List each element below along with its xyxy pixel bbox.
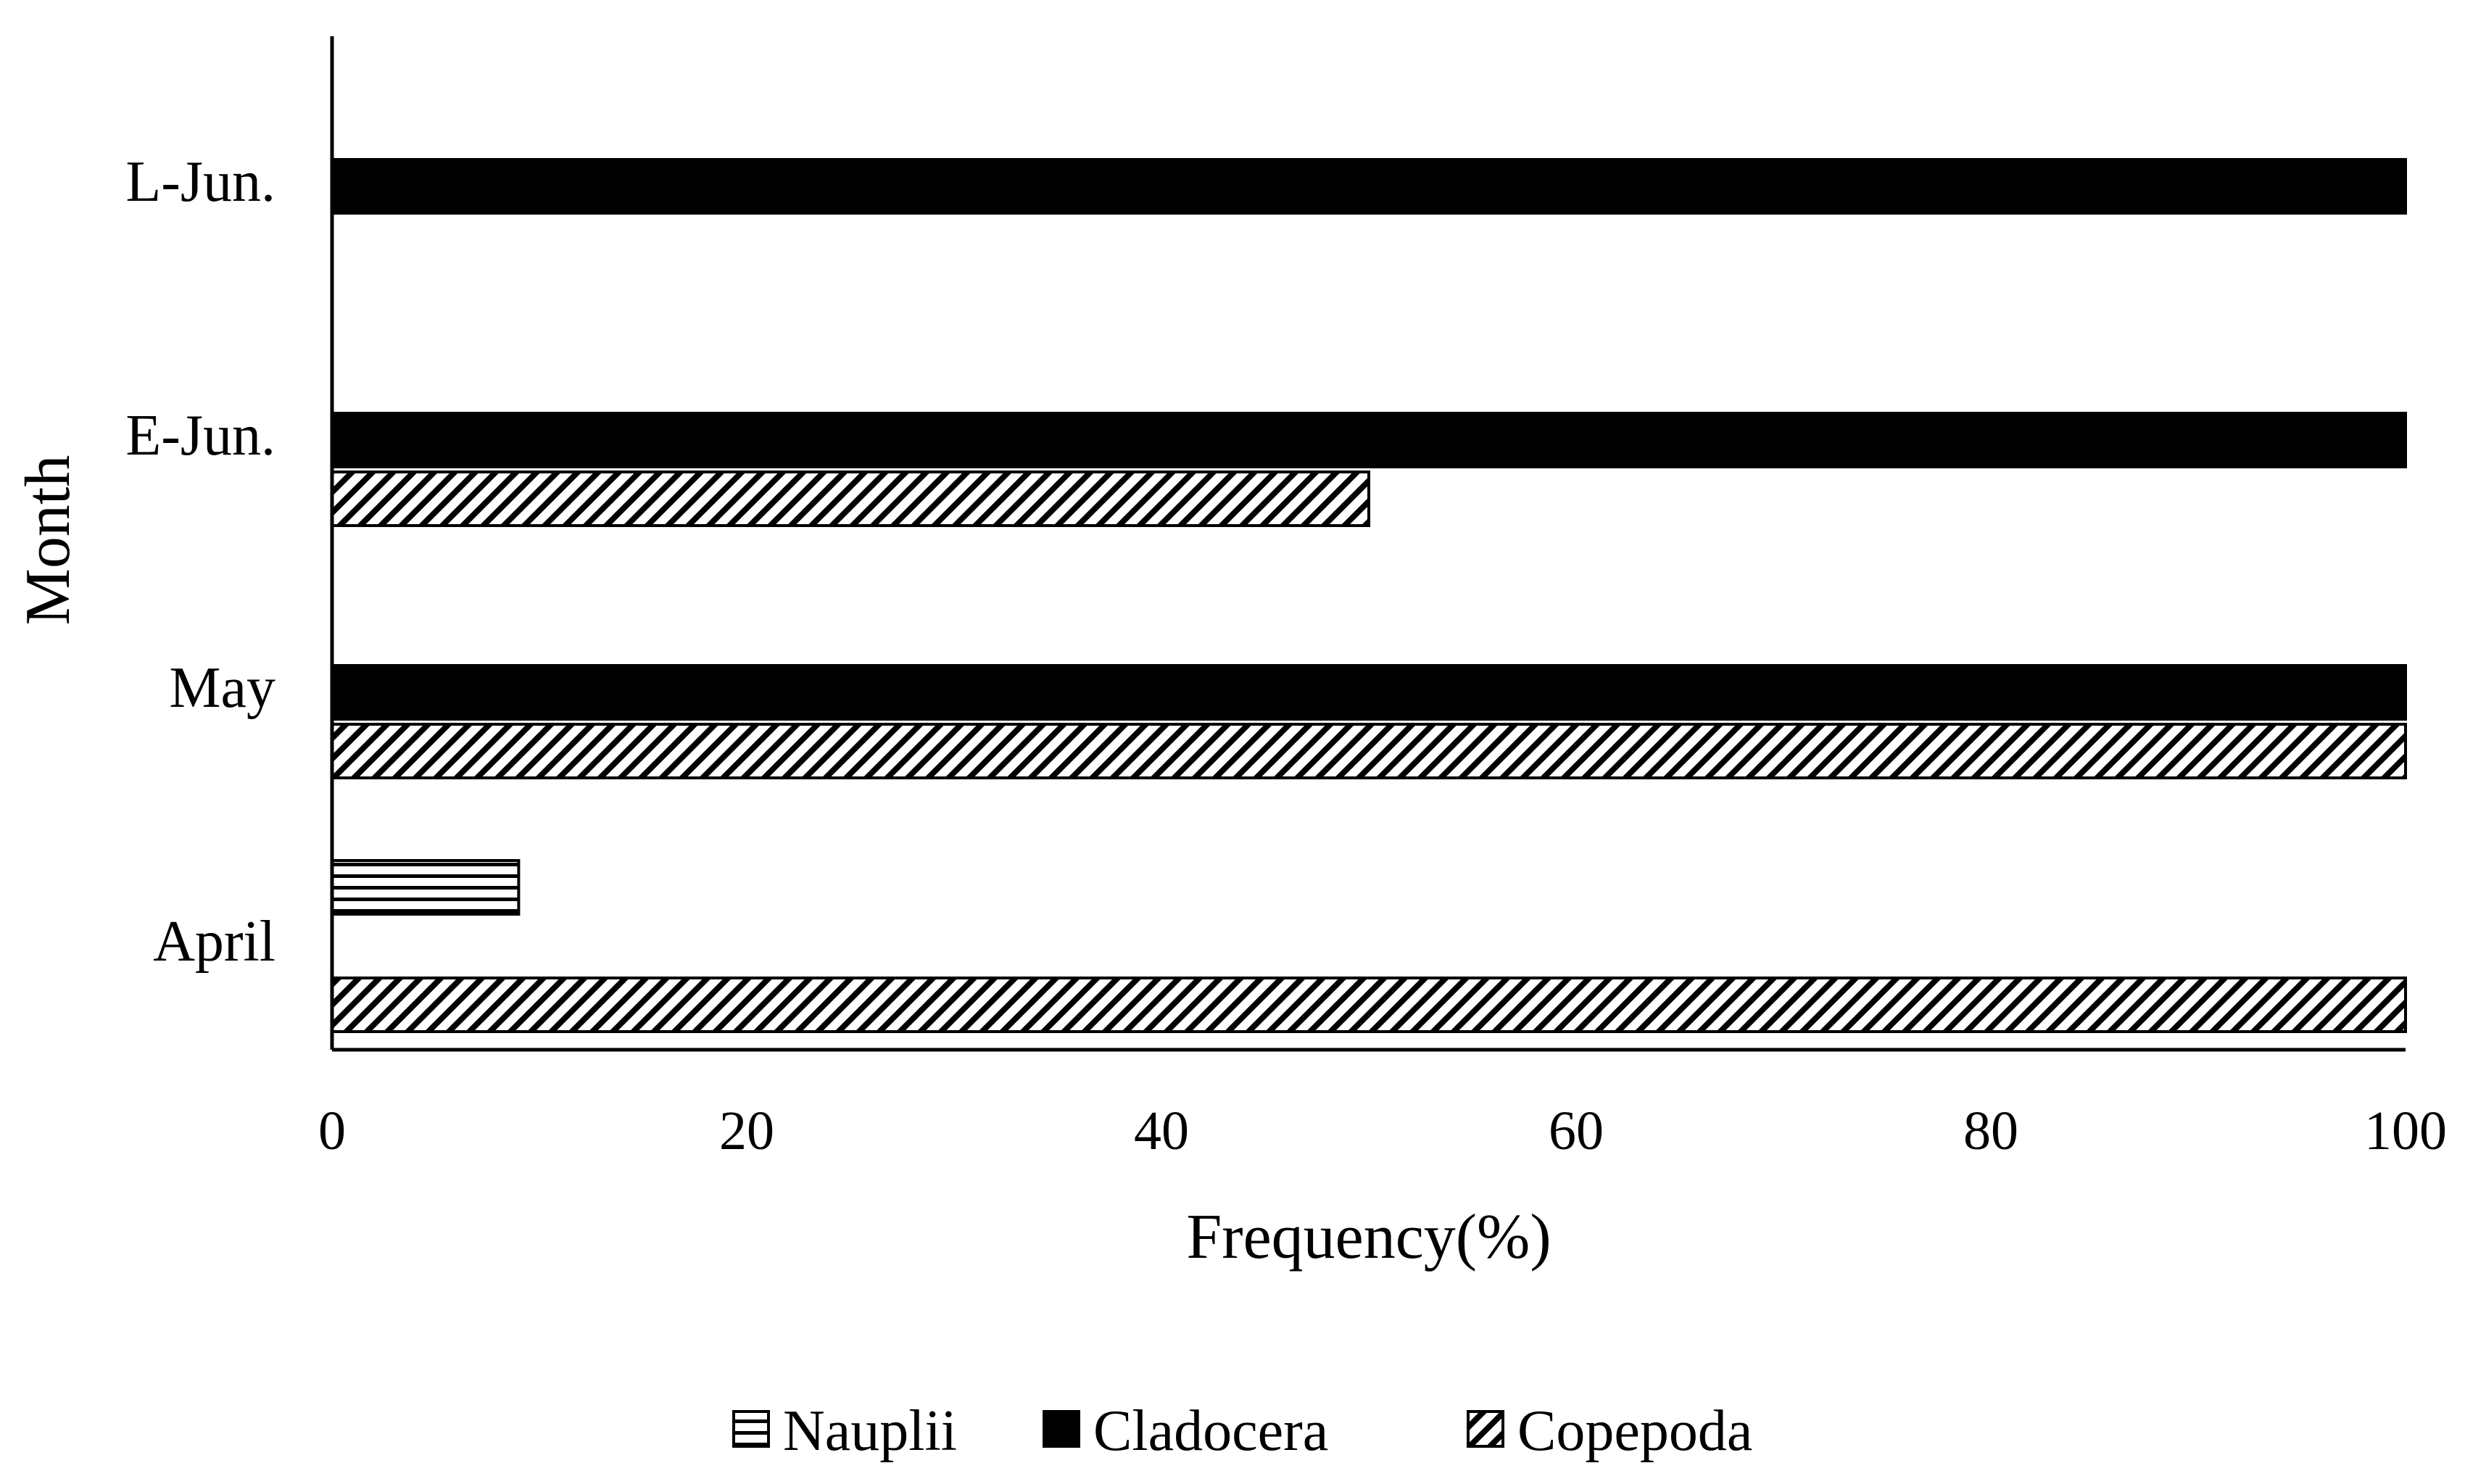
category-label-e-jun: E-Jun. (125, 404, 276, 468)
bars (331, 158, 2407, 1033)
legend-swatch-nauplii (732, 1410, 770, 1448)
bar-cladocera-may (331, 664, 2407, 721)
x-tick-label-80: 80 (1963, 1100, 2018, 1161)
legend-swatch-cladocera (1043, 1410, 1080, 1448)
x-axis-title: Frequency(%) (1186, 1202, 1551, 1272)
x-tick-label-100: 100 (2364, 1100, 2447, 1161)
legend-label-cladocera: Cladocera (1093, 1399, 1328, 1463)
legend-label-copepoda: Copepoda (1517, 1399, 1752, 1463)
x-tick-label-0: 0 (318, 1100, 346, 1161)
legend-label-nauplii: Nauplii (783, 1399, 957, 1463)
category-labels: April May E-Jun. L-Jun. (125, 150, 276, 974)
bar-cladocera-e-jun (331, 412, 2407, 468)
x-tick-labels: 0 20 40 60 80 100 (318, 1100, 2447, 1161)
legend-swatch-copepoda (1467, 1410, 1504, 1448)
category-label-april: April (153, 910, 276, 974)
category-label-may: May (169, 656, 276, 720)
legend: Nauplii Cladocera Copepoda (732, 1399, 1752, 1463)
axes (330, 36, 2406, 1052)
bar-nauplii-april (331, 859, 521, 916)
bar-cladocera-l-jun (331, 158, 2407, 215)
bar-copepoda-e-jun (331, 471, 1370, 527)
x-tick-label-40: 40 (1134, 1100, 1189, 1161)
x-tick-label-20: 20 (719, 1100, 774, 1161)
category-label-l-jun: L-Jun. (125, 150, 276, 214)
bar-copepoda-may (331, 723, 2407, 779)
bar-copepoda-april (331, 977, 2407, 1033)
y-axis-title: Month (13, 455, 83, 626)
x-tick-label-60: 60 (1549, 1100, 1604, 1161)
